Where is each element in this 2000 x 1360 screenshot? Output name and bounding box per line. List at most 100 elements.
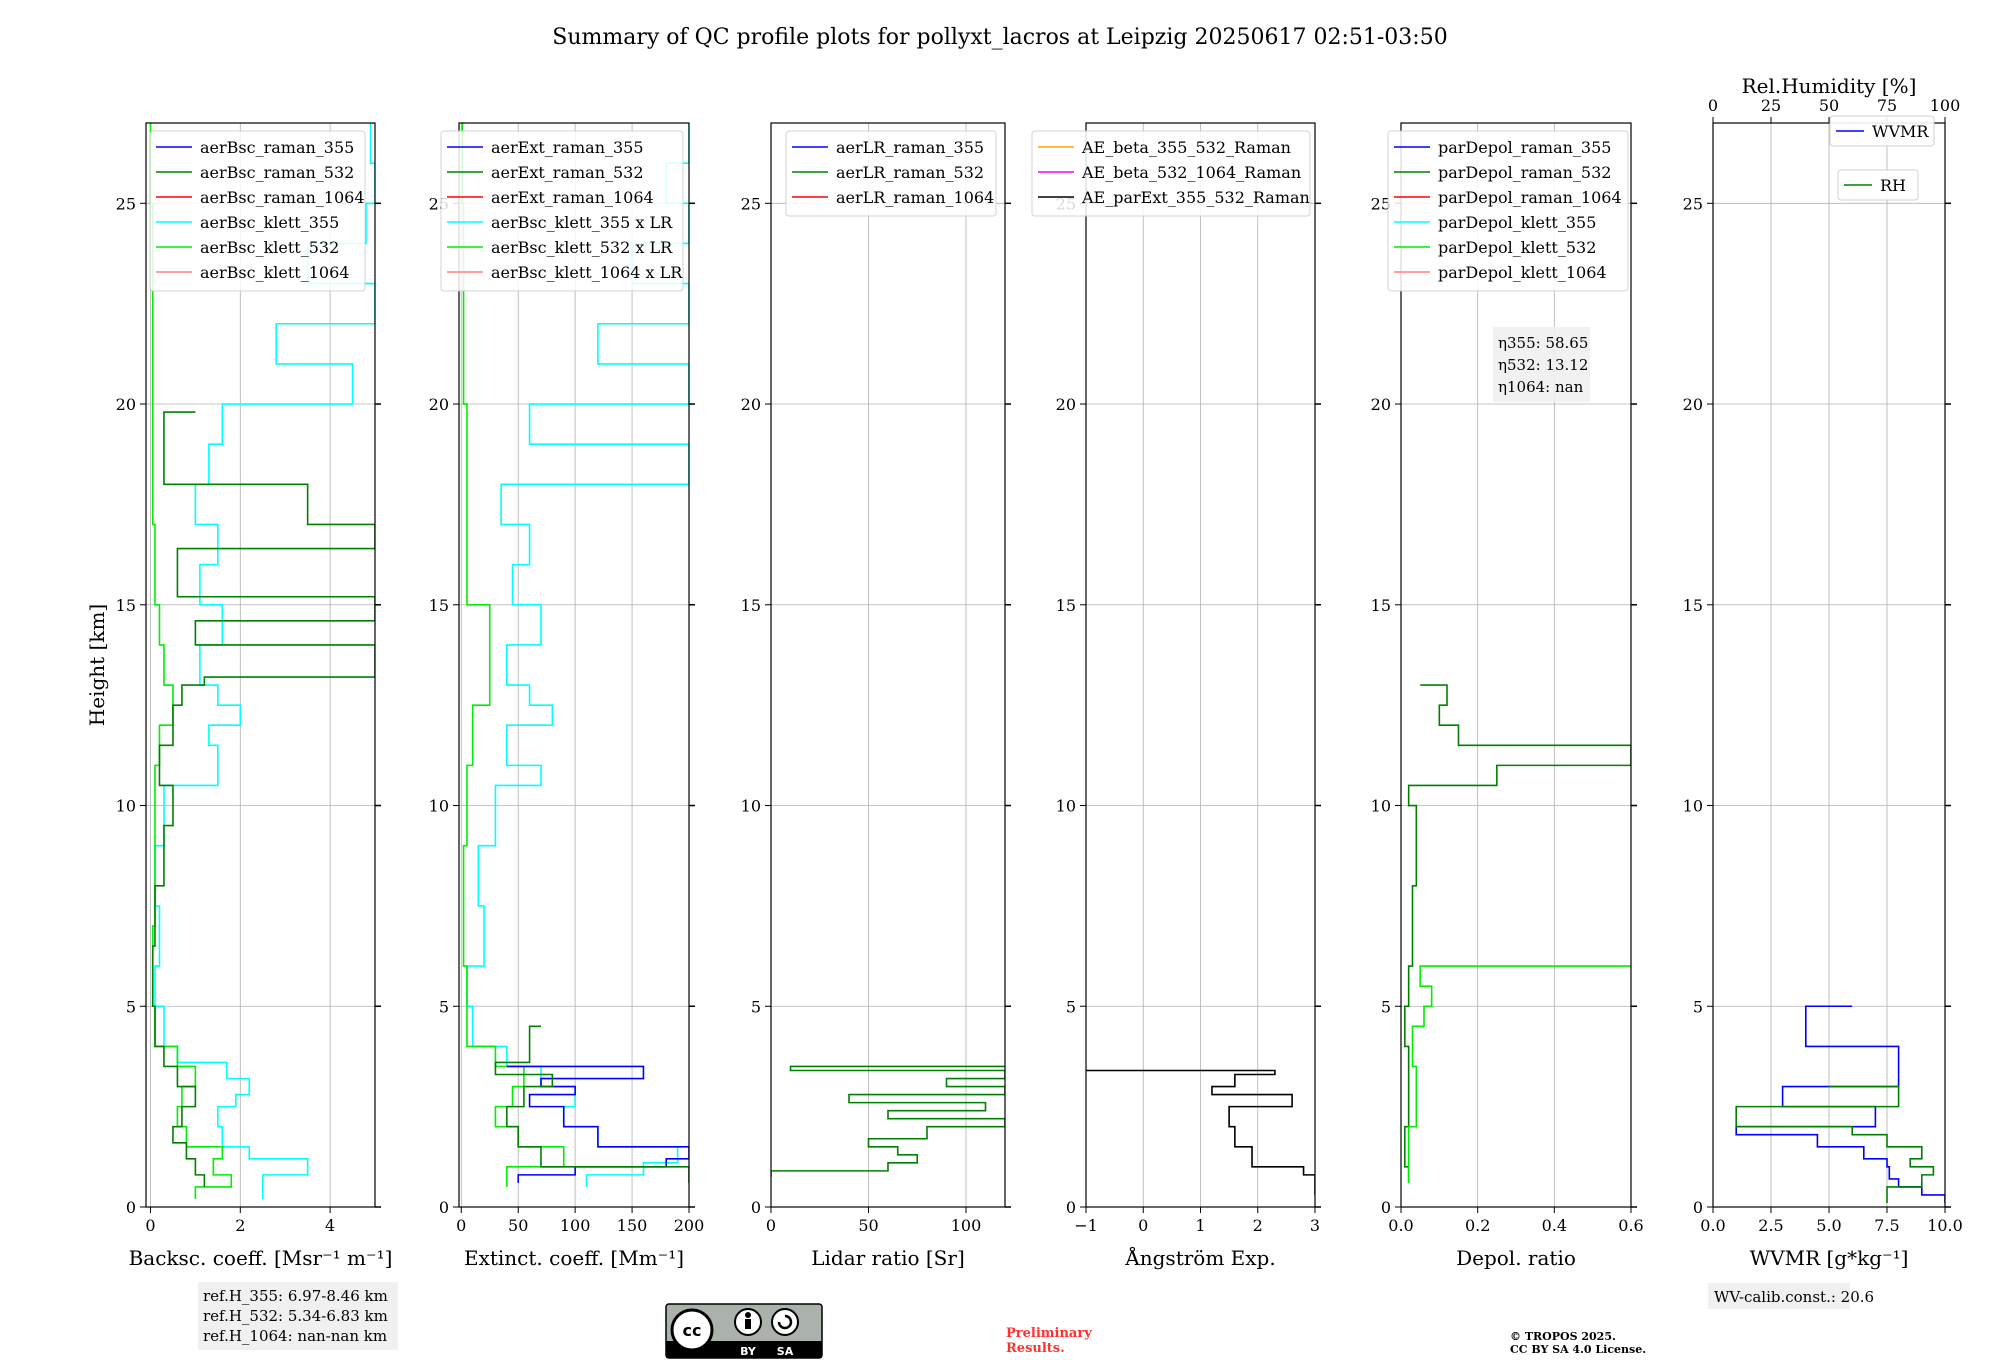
refh-355: ref.H_355: 6.97-8.46 km — [203, 1287, 388, 1305]
x-tick-label: 50 — [508, 1216, 528, 1235]
legend-label: AE_beta_532_1064_Raman — [1081, 163, 1301, 182]
axes-frame — [458, 122, 690, 1208]
legend-label: parDepol_klett_1064 — [1438, 263, 1607, 282]
top-x-tick-label: 50 — [1819, 96, 1839, 115]
eta-box: η355: 58.65 η532: 13.12 η1064: nan — [1493, 327, 1590, 402]
by-label: BY — [740, 1345, 757, 1358]
legend-label: aerBsc_raman_1064 — [200, 188, 365, 207]
legend-box — [1387, 130, 1629, 292]
legend-label: AE_parExt_355_532_Raman — [1081, 188, 1310, 207]
plot-area-ext — [461, 123, 689, 1187]
plot-area-lr — [771, 1065, 1005, 1177]
legend-label: aerBsc_raman_532 — [200, 163, 354, 182]
x-tick-label: 4 — [325, 1216, 335, 1235]
x-tick-label: 200 — [674, 1216, 705, 1235]
refh-532: ref.H_532: 5.34-6.83 km — [203, 1307, 388, 1325]
x-tick-label: −1 — [1074, 1216, 1098, 1235]
y-tick-label: 10 — [116, 797, 136, 816]
copyright-line2: CC BY SA 4.0 License. — [1510, 1343, 1646, 1356]
copyright-line1: © TROPOS 2025. — [1510, 1330, 1616, 1343]
legend-label: aerLR_raman_532 — [836, 163, 984, 182]
legend-label: parDepol_raman_532 — [1438, 163, 1611, 182]
legend-label: aerBsc_klett_532 — [200, 238, 339, 257]
series-aerBsc_raman_532 — [151, 411, 375, 1187]
y-tick-label: 15 — [1683, 596, 1703, 615]
y-tick-label: 20 — [1056, 395, 1076, 414]
x-tick-label: 0.0 — [1700, 1216, 1725, 1235]
panel-ae: −101230510152025Ångström Exp.AE_beta_355… — [1031, 122, 1321, 1270]
x-tick-label: 50 — [858, 1216, 878, 1235]
series-aerExt_raman_532 — [494, 1025, 689, 1183]
eta-355: η355: 58.65 — [1498, 334, 1588, 352]
y-tick-label: 25 — [741, 194, 761, 213]
axes-frame — [770, 122, 1006, 1208]
y-tick-label: 15 — [741, 596, 761, 615]
series-aerBsc_klett_532 — [149, 123, 233, 1199]
x-axis-label: Extinct. coeff. [Mm⁻¹] — [464, 1246, 684, 1270]
y-tick-label: 25 — [1371, 194, 1391, 213]
sa-label: SA — [777, 1345, 794, 1358]
x-tick-label: 0.4 — [1542, 1216, 1567, 1235]
refh-box: ref.H_355: 6.97-8.46 km ref.H_532: 5.34-… — [198, 1282, 398, 1350]
refh-1064: ref.H_1064: nan-nan km — [203, 1327, 387, 1345]
x-tick-label: 100 — [951, 1216, 982, 1235]
y-axis-label: Height [km] — [85, 604, 109, 726]
top-x-tick-label: 25 — [1761, 96, 1781, 115]
top-x-tick-label: 0 — [1708, 96, 1718, 115]
y-tick-label: 0 — [1066, 1198, 1076, 1217]
legend-box — [440, 130, 684, 292]
y-tick-label: 0 — [751, 1198, 761, 1217]
legend-label: WVMR — [1872, 122, 1929, 141]
y-tick-label: 20 — [1371, 395, 1391, 414]
cc-text: cc — [683, 1321, 702, 1340]
y-tick-label: 20 — [429, 395, 449, 414]
x-tick-label: 0.6 — [1618, 1216, 1643, 1235]
x-axis-label: Depol. ratio — [1456, 1246, 1576, 1270]
plot-area-bsc — [149, 123, 375, 1199]
series-aerLR_raman_532 — [771, 1065, 1005, 1177]
legend-label: parDepol_klett_532 — [1438, 238, 1596, 257]
y-tick-label: 5 — [751, 997, 761, 1016]
x-tick-label: 0 — [766, 1216, 776, 1235]
top-x-tick-label: 100 — [1930, 96, 1961, 115]
y-tick-label: 5 — [126, 997, 136, 1016]
legend-label: AE_beta_355_532_Raman — [1081, 138, 1291, 157]
y-tick-label: 20 — [116, 395, 136, 414]
wv-calib-box: WV-calib.const.: 20.6 — [1708, 1283, 1874, 1309]
y-tick-label: 10 — [1371, 797, 1391, 816]
x-axis-label: Ångström Exp. — [1124, 1245, 1275, 1270]
plot-panels: 0 2 4 0 5 10 15 20 25 Backsc. coeff. [Msr⁻¹ m⁻¹] H… — [85, 74, 1963, 1270]
y-tick-label: 10 — [741, 797, 761, 816]
y-tick-label: 10 — [1683, 797, 1703, 816]
series-aerBsc_klett_355 — [154, 123, 375, 1199]
plot-area-ae — [1086, 1069, 1315, 1195]
legend-box — [149, 130, 366, 292]
y-tick-label: 25 — [1683, 194, 1703, 213]
legend-label: parDepol_raman_355 — [1438, 138, 1611, 157]
x-tick-label: 5.0 — [1816, 1216, 1841, 1235]
sa-icon — [771, 1308, 799, 1336]
plot-area-depol — [1404, 684, 1631, 1183]
legend-label: aerExt_raman_532 — [491, 163, 644, 182]
legend-label: aerBsc_klett_532 x LR — [491, 238, 673, 257]
y-tick-label: 0 — [1381, 1198, 1391, 1217]
figure-title: Summary of QC profile plots for pollyxt_… — [552, 25, 1447, 50]
x-tick-label: 10.0 — [1927, 1216, 1963, 1235]
y-tick-label: 0 — [126, 1198, 136, 1217]
y-tick-label: 5 — [1693, 997, 1703, 1016]
y-tick-label: 20 — [1683, 395, 1703, 414]
legend-label: parDepol_klett_355 — [1438, 213, 1596, 232]
panel-depol: 0.0 0.2 0.4 0.6 0 5 10 15 20 25 Depol. ratio parDep… — [1371, 122, 1644, 1270]
top-x-tick-label: 75 — [1877, 96, 1897, 115]
eta-1064: η1064: nan — [1498, 378, 1584, 396]
y-tick-label: 0 — [439, 1198, 449, 1217]
series-AE_parExt_355_532_Raman — [1086, 1069, 1315, 1195]
x-tick-label: 2 — [235, 1216, 245, 1235]
axes-frame — [145, 122, 376, 1208]
legend-box — [1031, 130, 1311, 217]
y-tick-label: 15 — [429, 596, 449, 615]
x-axis-label: Backsc. coeff. [Msr⁻¹ m⁻¹] — [129, 1246, 393, 1270]
legend-label: aerBsc_klett_355 — [200, 213, 339, 232]
